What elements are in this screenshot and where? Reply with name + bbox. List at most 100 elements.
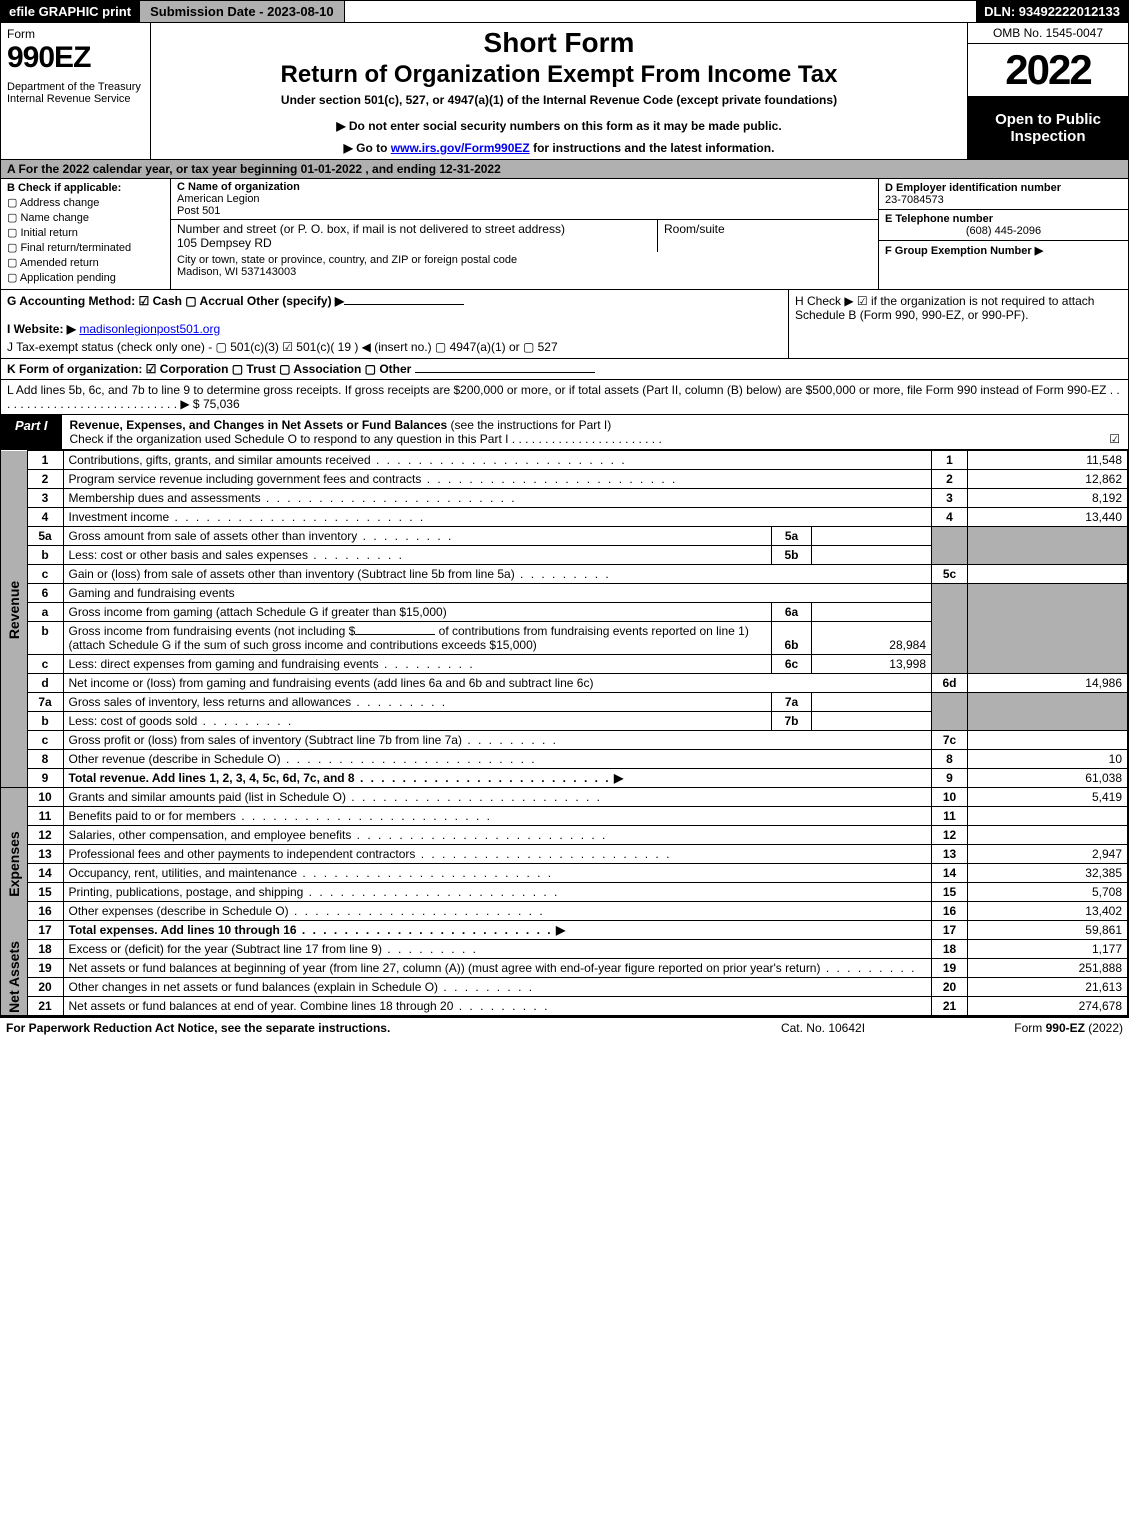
irs-link[interactable]: www.irs.gov/Form990EZ [391,141,530,155]
col-gi: G Accounting Method: ☑ Cash ▢ Accrual Ot… [1,290,788,358]
city-label: City or town, state or province, country… [177,254,517,266]
website-row: I Website: ▶ madisonlegionpost501.org [7,322,782,336]
col-c-org-info: C Name of organization American Legion P… [171,179,878,289]
chk-application-pending[interactable]: ▢ Application pending [7,271,164,284]
org-name-cell: C Name of organization American Legion P… [171,179,878,220]
l5b-desc: Less: cost or other basis and sales expe… [63,546,772,565]
l21-desc: Net assets or fund balances at end of ye… [63,997,932,1016]
l3-val: 8,192 [968,489,1128,508]
l5a-mn: 5a [772,527,812,546]
group-exemption-cell: F Group Exemption Number ▶ [879,241,1128,289]
l16-val: 13,402 [968,902,1128,921]
l5c-desc: Gain or (loss) from sale of assets other… [63,565,932,584]
part-i-header: Part I Revenue, Expenses, and Changes in… [1,415,1128,450]
l12-desc: Salaries, other compensation, and employ… [63,826,932,845]
l20-desc: Other changes in net assets or fund bala… [63,978,932,997]
l5c-val [968,565,1128,584]
goto-post: for instructions and the latest informat… [530,141,775,155]
chk-initial-return[interactable]: ▢ Initial return [7,226,164,239]
l6c-mn: 6c [772,655,812,674]
l14-desc: Occupancy, rent, utilities, and maintena… [63,864,932,883]
l10-desc: Grants and similar amounts paid (list in… [63,788,932,807]
footer-center: Cat. No. 10642I [723,1021,923,1035]
col-h-schedule-b: H Check ▶ ☑ if the organization is not r… [788,290,1128,358]
city-cell: City or town, state or province, country… [171,252,878,280]
l20-num: 20 [27,978,63,997]
l15-num: 15 [27,883,63,902]
l15-desc: Printing, publications, postage, and shi… [63,883,932,902]
l18-num: 18 [27,940,63,959]
expenses-side-label: Expenses [1,788,27,940]
l6d-num: d [27,674,63,693]
l7-shade-rnum [932,693,968,731]
l6b-contrib-field[interactable] [355,634,435,635]
l7c-desc: Gross profit or (loss) from sales of inv… [63,731,932,750]
chk-amended-return[interactable]: ▢ Amended return [7,256,164,269]
part-i-title: Revenue, Expenses, and Changes in Net As… [70,418,448,432]
part-i-checkbox[interactable]: ☑ [1109,432,1120,446]
accounting-method: G Accounting Method: ☑ Cash ▢ Accrual Ot… [7,294,782,308]
goto-pre: ▶ Go to [344,141,391,155]
l5b-mv [812,546,932,565]
website-link[interactable]: madisonlegionpost501.org [79,322,220,336]
l7a-mv [812,693,932,712]
ein-value: 23-7084573 [885,194,944,206]
city-value: Madison, WI 537143003 [177,266,296,278]
revenue-side-label: Revenue [1,451,27,769]
form-container: efile GRAPHIC print Submission Date - 20… [0,0,1129,1017]
l7b-num: b [27,712,63,731]
l1-num: 1 [27,451,63,470]
other-org-field[interactable] [415,372,595,373]
l14-rnum: 14 [932,864,968,883]
l21-num: 21 [27,997,63,1016]
l6-num: 6 [27,584,63,603]
l7c-num: c [27,731,63,750]
part-i-tag: Part I [1,415,62,449]
l16-rnum: 16 [932,902,968,921]
part-i-desc: Revenue, Expenses, and Changes in Net As… [62,415,1128,449]
l19-desc: Net assets or fund balances at beginning… [63,959,932,978]
website-label: I Website: ▶ [7,322,76,336]
l11-num: 11 [27,807,63,826]
row-ghi: G Accounting Method: ☑ Cash ▢ Accrual Ot… [1,290,1128,359]
topbar-spacer [345,1,977,22]
row-l-text: L Add lines 5b, 6c, and 7b to line 9 to … [7,383,1120,411]
l13-rnum: 13 [932,845,968,864]
ein-cell: D Employer identification number 23-7084… [879,179,1128,210]
l19-val: 251,888 [968,959,1128,978]
l3-num: 3 [27,489,63,508]
short-form-title: Short Form [159,27,959,59]
l17-num: 17 [27,921,63,940]
phone-value: (608) 445-2096 [885,225,1122,237]
header-left: Form 990EZ Department of the Treasury In… [1,23,151,159]
street-label: Number and street (or P. O. box, if mail… [177,222,565,236]
header-center: Short Form Return of Organization Exempt… [151,23,968,159]
l7a-desc: Gross sales of inventory, less returns a… [63,693,772,712]
l10-num: 10 [27,788,63,807]
part-i-check-line: Check if the organization used Schedule … [70,432,662,446]
l6-shade-rnum [932,584,968,674]
l3-rnum: 3 [932,489,968,508]
l8-val: 10 [968,750,1128,769]
other-specify-field[interactable] [344,304,464,305]
org-name-label: C Name of organization [177,181,300,193]
l6b-desc: Gross income from fundraising events (no… [63,622,772,655]
l5b-mn: 5b [772,546,812,565]
l6-desc: Gaming and fundraising events [63,584,932,603]
col-b-checkboxes: B Check if applicable: ▢ Address change … [1,179,171,289]
row-a-tax-year: A For the 2022 calendar year, or tax yea… [1,160,1128,179]
ein-label: D Employer identification number [885,182,1061,194]
l18-desc: Excess or (deficit) for the year (Subtra… [63,940,932,959]
l6b-num: b [27,622,63,655]
revenue-side-end [1,769,27,788]
chk-address-change[interactable]: ▢ Address change [7,196,164,209]
col-def: D Employer identification number 23-7084… [878,179,1128,289]
dln-label: DLN: 93492222012133 [976,1,1128,22]
l6a-desc: Gross income from gaming (attach Schedul… [63,603,772,622]
chk-final-return[interactable]: ▢ Final return/terminated [7,241,164,254]
ssn-warning: ▶ Do not enter social security numbers o… [159,119,959,133]
l3-desc: Membership dues and assessments [63,489,932,508]
chk-name-change[interactable]: ▢ Name change [7,211,164,224]
l8-num: 8 [27,750,63,769]
l4-desc: Investment income [63,508,932,527]
